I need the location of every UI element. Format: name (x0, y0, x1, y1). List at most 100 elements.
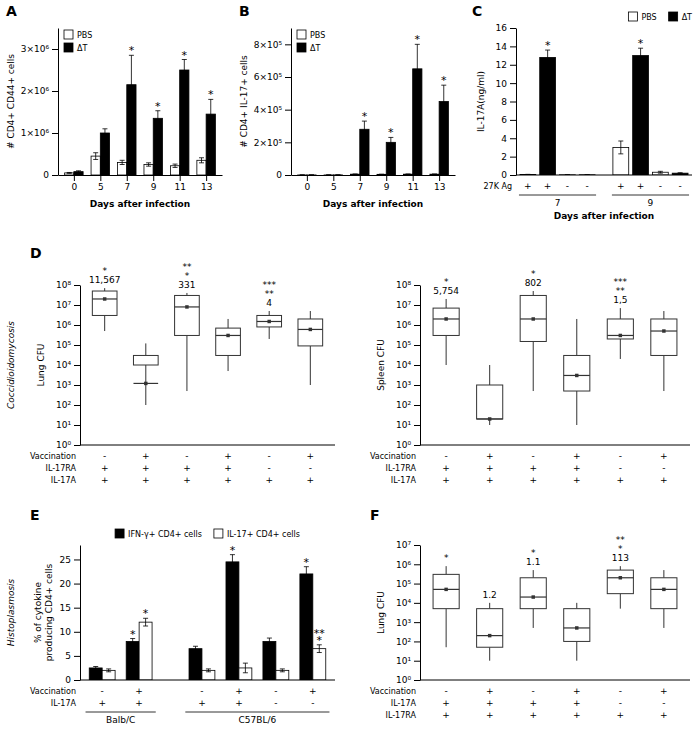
y-tick: 10⁸ (396, 280, 420, 290)
texts: CIL-17A(ng/ml)**27K Ag++--++--79Days aft… (472, 3, 689, 221)
bar (351, 174, 360, 175)
x-tick-mark (180, 175, 181, 181)
y-tick-mark (74, 445, 80, 446)
x-tick: 9 (151, 175, 157, 192)
y-tick-mark (510, 65, 516, 66)
y-tick-mark (414, 425, 420, 426)
table-cell: + (637, 181, 645, 191)
plot-area (92, 288, 322, 405)
y-axis-title: % of cytokineproducing CD4+ cells (33, 564, 54, 662)
x-tick-label: 0 (305, 182, 311, 192)
table-cell: + (617, 475, 625, 485)
y-tick-label: 4×10⁵ (254, 105, 283, 115)
whisker-high (533, 570, 534, 578)
bar (189, 649, 202, 680)
y-tick-label: 15 (60, 603, 71, 613)
whisker-low (620, 339, 621, 359)
table-cell: + (442, 710, 450, 720)
y-tick-label: 0 (43, 170, 49, 180)
y-tick: 12 (496, 60, 516, 70)
y-tick: 5 (65, 651, 80, 661)
annotation-line: 1,5 (613, 295, 627, 305)
y-tick-label: 25 (60, 555, 71, 565)
annotation-line: * (317, 634, 323, 647)
y-tick-label: 10⁸ (396, 280, 411, 290)
table-cell: + (486, 463, 494, 473)
y-tick: 10⁶ (56, 320, 80, 330)
mean (144, 382, 147, 385)
legend: PBSΔT (64, 30, 92, 53)
error-bar (362, 121, 367, 137)
y-tick: 10⁴ (56, 360, 80, 370)
annotation-line: 113 (612, 553, 629, 563)
y-tick-label: 0 (65, 675, 71, 685)
table-cell: - (659, 181, 662, 191)
table-cell: + (142, 451, 150, 461)
table-cell: - (274, 698, 277, 708)
y-axis-line (516, 29, 517, 176)
annotation: * (143, 607, 149, 620)
x-tick-label: 13 (201, 182, 212, 192)
y-tick: 10¹ (56, 420, 80, 430)
y-tick-label: 10³ (396, 380, 411, 390)
x-tick: 11 (174, 175, 185, 192)
x-tick-mark (100, 175, 101, 181)
annotation: * (304, 556, 310, 569)
table-cell: + (98, 698, 106, 708)
bar (324, 174, 333, 175)
table-cell: - (619, 686, 622, 696)
y-axis-title: Lung CFU (376, 591, 386, 634)
error-bar (353, 174, 358, 175)
x-tick-mark (307, 175, 308, 181)
y-tick: 10⁸ (56, 280, 80, 290)
y-tick: 10² (396, 400, 420, 410)
table-row-label: IL-17RA (386, 711, 417, 720)
x-axis-line (80, 445, 335, 446)
table-row-label: IL-17RA (386, 464, 417, 473)
x-axis-line (59, 175, 223, 176)
table-cell: - (532, 686, 535, 696)
figure: A# CD4+ CD44+ cells****Days after infect… (0, 0, 700, 739)
table-cell: + (486, 451, 494, 461)
whisker-high (576, 603, 577, 609)
annotation-line: 1.1 (526, 557, 540, 567)
annotation-line: 331 (178, 280, 195, 290)
legend-item: PBS (297, 30, 325, 40)
box (175, 295, 200, 335)
panel: DLung CFUCoccidioidomycosis*11,567***331… (6, 245, 335, 485)
x-axis-line (516, 175, 692, 176)
y-axis-line (58, 29, 59, 176)
legend-item: PBS (628, 12, 656, 22)
y-tick-label: 20 (60, 579, 72, 589)
panel-letter: C (472, 3, 482, 19)
x-axis-line (80, 680, 335, 681)
y-axis-title-line: Spleen CFU (376, 339, 386, 391)
table-cell: - (311, 698, 314, 708)
y-tick-mark (414, 545, 420, 546)
mean (444, 317, 447, 320)
bar (263, 641, 276, 680)
mean (488, 634, 491, 637)
annotation: *5,754 (433, 277, 459, 296)
box (520, 295, 546, 341)
mean (619, 576, 622, 579)
error-bar (309, 174, 314, 175)
table-cell: - (619, 463, 622, 473)
y-axis-line (80, 286, 81, 446)
error-bar (335, 174, 340, 175)
y-tick-mark (52, 49, 58, 50)
error-bar (658, 171, 663, 173)
y-axis-title-line: producing CD4+ cells (44, 564, 54, 662)
error-bar (300, 174, 305, 175)
box (477, 609, 503, 648)
whisker-high (489, 365, 490, 385)
x-tick-label: 7 (357, 182, 363, 192)
mean (103, 297, 106, 300)
y-tick-mark (74, 405, 80, 406)
group-bracket (612, 195, 689, 196)
table-cell: + (307, 475, 315, 485)
y-tick: 10⁷ (56, 300, 80, 310)
box (520, 578, 546, 609)
y-axis-line (291, 29, 292, 176)
y-tick-mark (74, 584, 80, 585)
